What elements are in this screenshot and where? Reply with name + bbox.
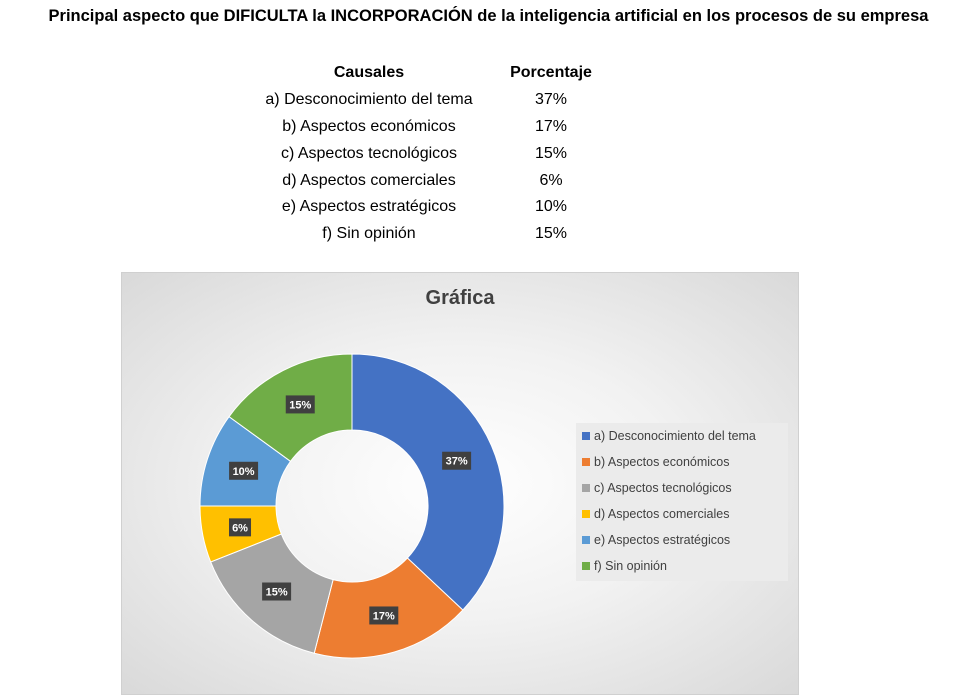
legend-swatch — [582, 484, 590, 492]
data-label: 37% — [442, 451, 472, 470]
chart-legend: a) Desconocimiento del tema b) Aspectos e… — [576, 423, 788, 581]
data-label-box — [442, 451, 472, 470]
cause-cell: f) Sin opinión — [322, 225, 416, 243]
cause-cell: e) Aspectos estratégicos — [281, 198, 457, 216]
data-label: 15% — [285, 395, 315, 414]
percent-cell: 15% — [534, 144, 568, 162]
percent-cell: 6% — [539, 171, 563, 189]
legend-label: e) Aspectos estratégicos — [594, 533, 731, 547]
table-row: b) Aspectos económicos 17% — [243, 114, 607, 141]
legend-item: e) Aspectos estratégicos — [576, 527, 788, 553]
data-label-box — [285, 395, 315, 414]
data-label-text: 10% — [233, 466, 255, 478]
legend-item: a) Desconocimiento del tema — [576, 423, 788, 449]
legend-label: f) Sin opinión — [594, 559, 667, 573]
chart-area: Gráfica 37% 17% 15% 6% 10% 15% a) Desconocimi… — [121, 272, 799, 695]
cause-cell: c) Aspectos tecnológicos — [280, 144, 458, 162]
percent-cell: 10% — [534, 198, 568, 216]
cause-cell: a) Desconocimiento del tema — [265, 91, 473, 109]
table-row: e) Aspectos estratégicos 10% — [243, 194, 607, 221]
legend-label: b) Aspectos económicos — [594, 455, 730, 469]
data-label-box — [229, 518, 252, 537]
donut-chart: 37% 17% 15% 6% 10% 15% — [199, 353, 505, 659]
percent-cell: 37% — [534, 91, 568, 109]
legend-item: d) Aspectos comerciales — [576, 501, 788, 527]
legend-swatch — [582, 536, 590, 544]
legend-swatch — [582, 458, 590, 466]
page-title: Principal aspecto que DIFICULTA la INCOR… — [48, 7, 929, 25]
data-label-box — [262, 582, 292, 601]
cause-cell: b) Aspectos económicos — [282, 117, 456, 135]
percent-cell: 15% — [534, 225, 568, 243]
data-label: 10% — [229, 461, 259, 480]
legend-item: c) Aspectos tecnológicos — [576, 475, 788, 501]
data-label-box — [369, 606, 399, 625]
donut-slice — [351, 353, 505, 611]
data-label: 15% — [262, 582, 292, 601]
percent-cell: 17% — [534, 117, 568, 135]
data-label: 6% — [229, 518, 252, 537]
legend-swatch — [582, 432, 590, 440]
table-row: d) Aspectos comerciales 6% — [243, 167, 607, 194]
legend-swatch — [582, 510, 590, 518]
legend-swatch — [582, 562, 590, 570]
causes-table: Causales Porcentaje a) Desconocimiento d… — [243, 60, 607, 248]
legend-label: c) Aspectos tecnológicos — [594, 481, 732, 495]
data-label-box — [229, 461, 259, 480]
chart-title: Gráfica — [425, 287, 495, 309]
legend-label: d) Aspectos comerciales — [594, 507, 730, 521]
data-label-text: 15% — [266, 587, 288, 599]
legend-item: b) Aspectos económicos — [576, 449, 788, 475]
data-label-text: 17% — [373, 610, 395, 622]
data-label: 17% — [369, 606, 399, 625]
legend-label: a) Desconocimiento del tema — [594, 429, 756, 443]
data-label-text: 37% — [446, 456, 468, 468]
column-header-porcentaje: Porcentaje — [510, 64, 592, 82]
table-row: a) Desconocimiento del tema 37% — [243, 87, 607, 114]
column-header-causales: Causales — [333, 64, 405, 82]
cause-cell: d) Aspectos comerciales — [282, 171, 456, 189]
legend-item: f) Sin opinión — [576, 553, 788, 579]
data-label-text: 15% — [289, 399, 311, 411]
table-row: c) Aspectos tecnológicos 15% — [243, 140, 607, 167]
table-row: f) Sin opinión 15% — [243, 221, 607, 248]
data-label-text: 6% — [232, 522, 248, 534]
